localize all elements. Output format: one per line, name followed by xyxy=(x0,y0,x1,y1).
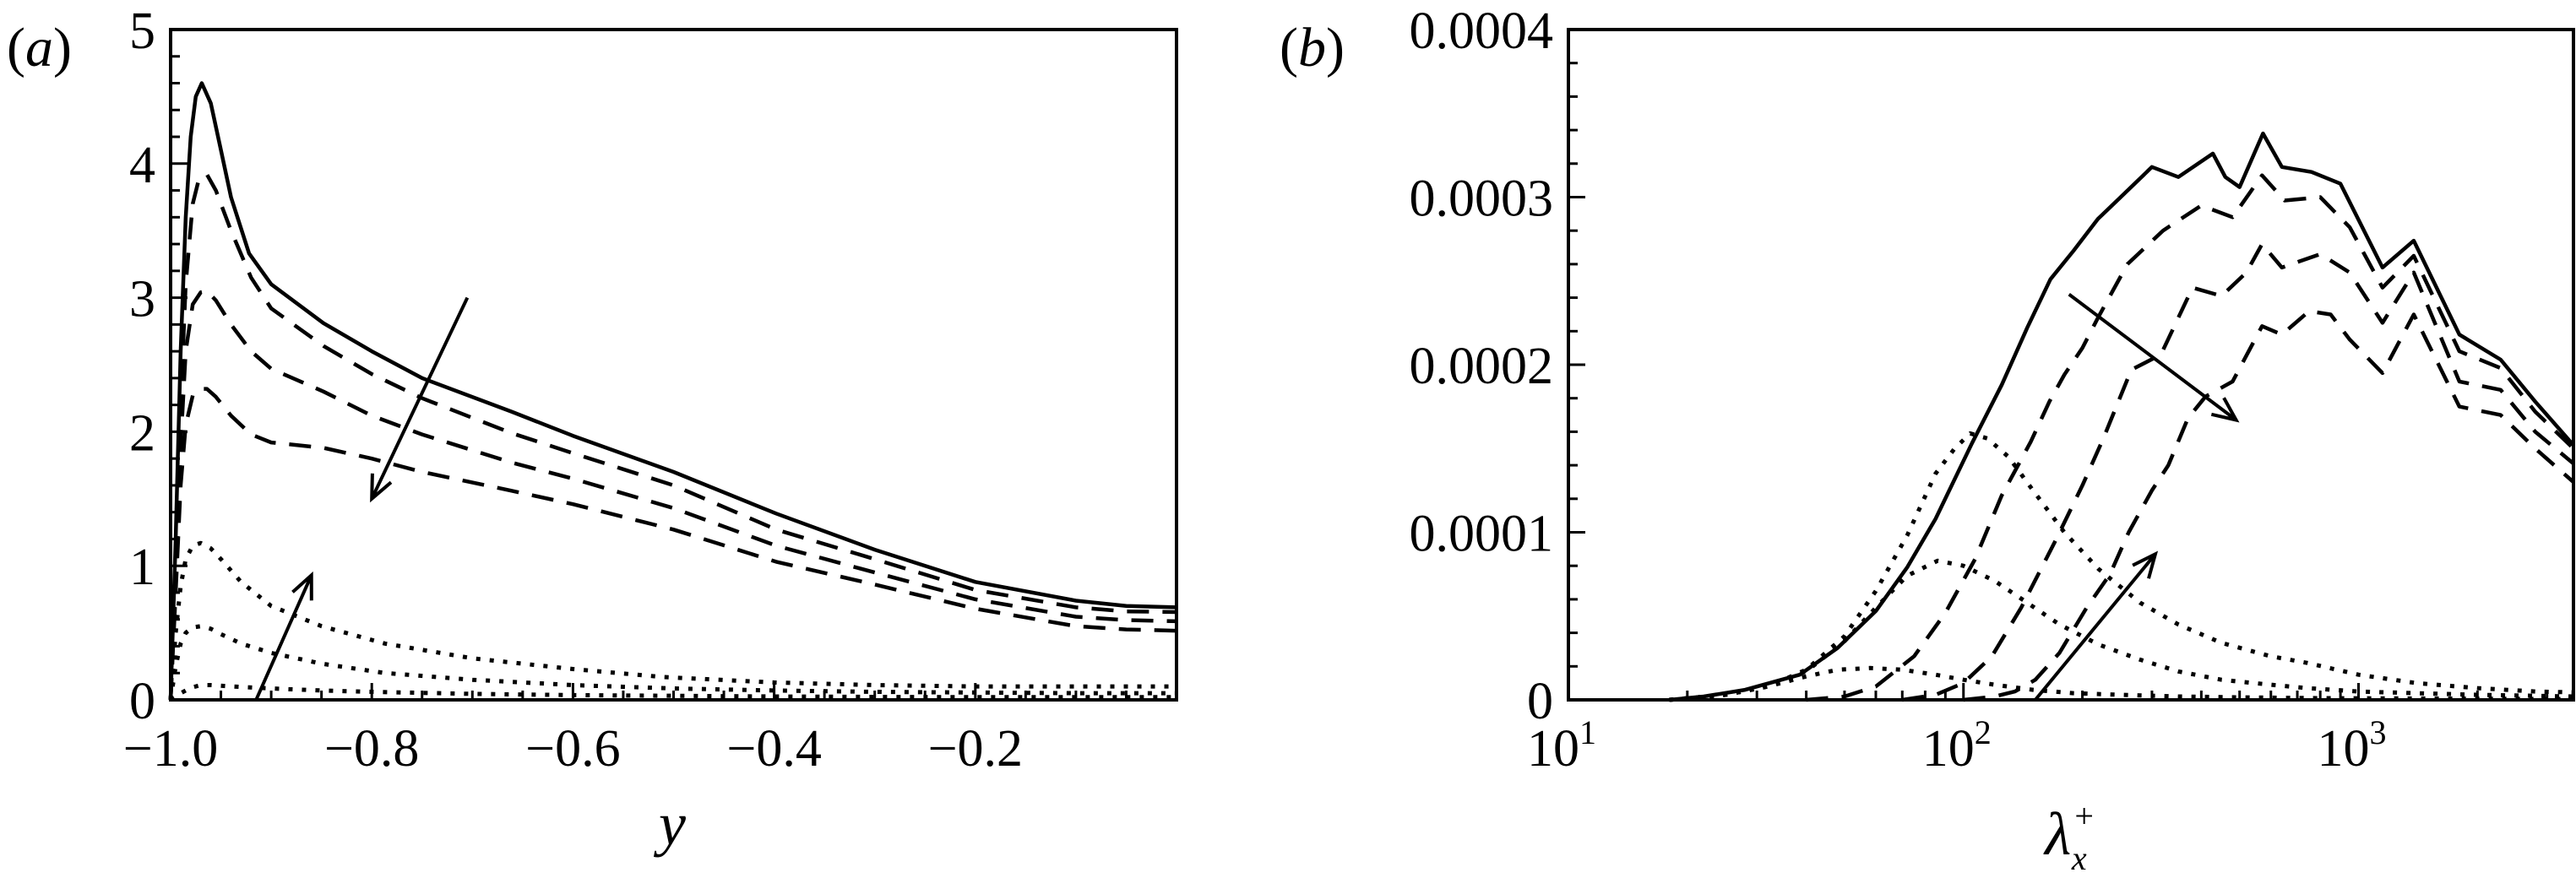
panel-a-axes-frame xyxy=(169,28,1178,702)
panel-a-arrows xyxy=(254,296,470,701)
curve-dashed-3 xyxy=(1963,309,2575,702)
panel-a-x-axis-label: y xyxy=(653,790,686,858)
trend-arrow-icon xyxy=(370,296,470,503)
x-tick-label: −0.4 xyxy=(726,720,821,778)
curve-dotted-2 xyxy=(168,624,1177,701)
curve-dotted-3 xyxy=(1669,665,2574,702)
x-tick-label: −1.0 xyxy=(123,720,218,778)
panel-b-curves xyxy=(1669,131,2575,702)
x-tick-label: −0.2 xyxy=(928,720,1023,778)
curve-dashed-1 xyxy=(168,172,1177,701)
panel-b: (b) 0 0.0001 0.0002 0.0003 0.0004 101 102 103 λ… xyxy=(1280,3,2575,877)
y-tick-label: 0.0003 xyxy=(1410,171,1554,228)
curve-dotted-3 xyxy=(169,683,1177,702)
x-tick-label: −0.8 xyxy=(324,720,419,778)
trend-arrow-icon xyxy=(254,571,313,701)
y-tick-label: 0.0002 xyxy=(1410,338,1554,395)
panel-b-axes-frame xyxy=(1567,28,2575,702)
x-tick-label: −0.6 xyxy=(525,720,620,778)
x-tick-label: 103 xyxy=(2318,713,2387,778)
trend-arrow-icon xyxy=(2034,550,2159,702)
panel-b-ticks xyxy=(1567,28,2549,702)
trend-arrow-icon xyxy=(2068,293,2240,423)
curve-dotted-2 xyxy=(1669,558,2574,702)
panel-a: (a) 0 1 2 3 4 5 −1.0 −0.8 −0.6 −0.4 −0.2 y xyxy=(7,3,1178,858)
x-tick-label: 101 xyxy=(1527,713,1596,778)
curve-dashed-3 xyxy=(168,387,1177,701)
y-tick-label: 3 xyxy=(129,271,155,328)
panel-b-x-axis-label: λ + x xyxy=(2043,797,2094,877)
curve-solid xyxy=(168,81,1177,701)
y-tick-label: 4 xyxy=(129,137,155,194)
panel-b-arrows xyxy=(2034,293,2240,702)
y-tick-label: 0.0001 xyxy=(1410,506,1554,563)
x-tick-label: 102 xyxy=(1922,713,1992,778)
panel-b-tick-labels: 0 0.0001 0.0002 0.0003 0.0004 101 102 103 xyxy=(1410,3,2387,778)
curve-dotted-1 xyxy=(1669,431,2574,702)
y-tick-label: 0 xyxy=(129,673,155,730)
curve-dashed-2 xyxy=(168,289,1177,701)
panel-label-a: (a) xyxy=(7,17,72,79)
curve-dotted-1 xyxy=(168,540,1177,701)
y-tick-label: 1 xyxy=(129,539,155,596)
y-tick-label: 0 xyxy=(1527,673,1553,730)
y-tick-label: 2 xyxy=(129,404,155,462)
curve-dashed-2 xyxy=(1901,241,2575,702)
panel-a-curves xyxy=(168,81,1177,702)
curve-dashed-1 xyxy=(1806,173,2575,702)
curve-solid xyxy=(1669,131,2575,702)
panel-label-b: (b) xyxy=(1280,17,1345,79)
y-tick-label: 5 xyxy=(129,3,155,60)
panel-a-ticks xyxy=(169,28,1128,702)
panel-a-tick-labels: 0 1 2 3 4 5 −1.0 −0.8 −0.6 −0.4 −0.2 xyxy=(123,3,1023,778)
y-tick-label: 0.0004 xyxy=(1410,3,1554,60)
